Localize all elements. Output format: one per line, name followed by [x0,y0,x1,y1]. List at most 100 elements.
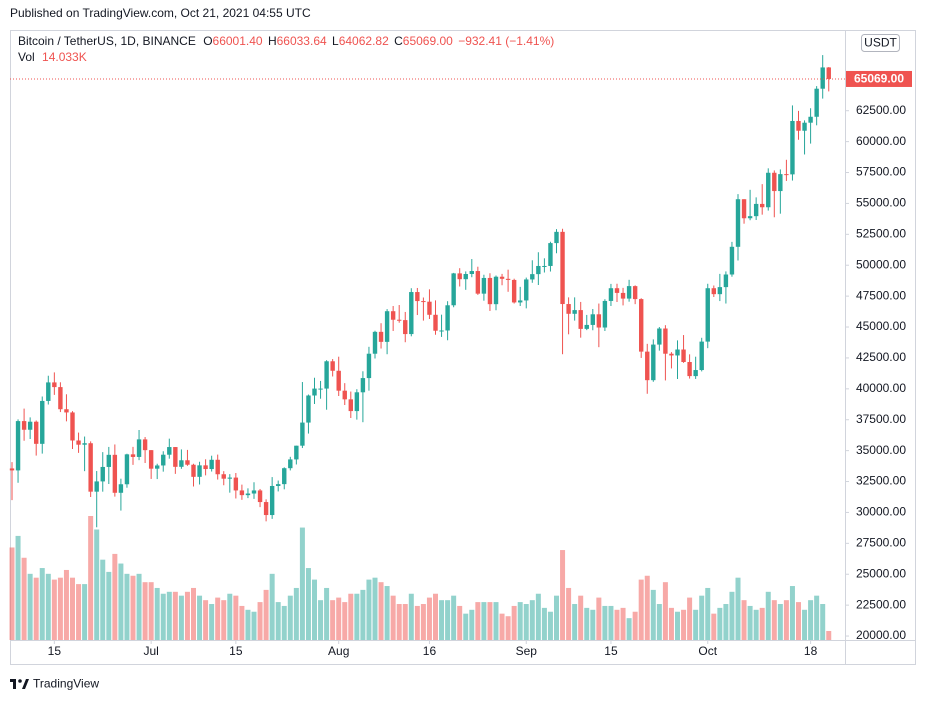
volume-bar [687,597,693,640]
candle-body [318,388,323,390]
y-tick-label: 20000.00 [856,628,906,642]
y-tick-label: 45000.00 [856,319,906,333]
volume-bar [130,575,136,640]
candle-body [548,243,553,266]
candle-body [294,445,299,460]
volume-bar [402,604,408,640]
volume-bar [535,593,541,640]
logo [10,679,29,689]
volume-bar [9,547,15,640]
volume-bar [396,604,402,640]
candle-body [88,443,93,492]
candle-body [34,421,39,444]
candle-body [620,292,626,299]
volume-bar [275,602,281,640]
candle-body [21,421,27,430]
candle-body [390,311,396,320]
volume-bar [626,618,632,640]
candle-body [239,490,245,496]
volume-bar [596,597,602,640]
volume-bar [426,597,432,640]
candle-body [330,361,335,371]
volume-bar [681,609,687,640]
candle-body [493,276,499,305]
candle-body [342,390,347,400]
volume-bar [227,593,233,640]
volume-bar [88,516,94,640]
candle-body [233,477,239,491]
volume-bar [608,605,614,640]
volume-bar [372,577,378,640]
candle-body [796,120,801,131]
volume-bar [27,573,33,640]
volume-bar [420,604,426,640]
ohlc-value: 64062.82 [339,34,389,48]
volume-bar [547,611,553,640]
candle-body [58,387,63,410]
volume-bar [360,589,366,640]
volume-bar [281,605,287,640]
volume-bar [693,609,699,640]
volume-bar [154,587,160,640]
candle-body [215,459,220,475]
candle-body [27,421,33,430]
volume-bar [390,595,396,640]
volume-bar [650,589,656,640]
volume-bar [439,600,445,640]
volume-bar [94,529,100,640]
volume-bar [348,593,354,640]
candle-body [46,382,51,401]
candle-body [651,344,656,381]
volume-bar [263,589,269,640]
symbol: Bitcoin / TetherUS, 1D, BINANCE [18,34,196,48]
ohlc-value: 66001.40 [213,34,263,48]
candle-body [590,314,595,325]
y-tick-label: 32500.00 [856,474,906,488]
candle-body [596,314,602,328]
candle-body [167,447,172,455]
candle-body [778,174,783,192]
volume-bar [638,579,644,640]
y-tick-label: 62500.00 [856,103,906,117]
currency[interactable]: USDT [864,36,897,50]
volume-bar [717,607,723,640]
volume-bar [796,602,801,640]
volume-bar [820,604,826,640]
volume-bar [57,577,63,640]
volume-bar [487,602,493,640]
volume-bar [354,593,360,640]
y-tick-label: 37500.00 [856,412,906,426]
x-tick-label: 16 [423,644,437,658]
candle-body [76,440,81,445]
volume-bar [759,607,765,640]
candle-body [106,454,111,467]
candle-body [221,474,226,479]
volume-bar [312,579,317,640]
y-tick-label: 40000.00 [856,381,906,395]
y-tick-label: 60000.00 [856,134,906,148]
last-price-box [846,70,912,87]
volume-bar [656,604,662,640]
volume-bar [566,587,572,640]
chart-frame [10,30,916,665]
volume-bar [433,593,438,640]
plot-area [9,55,845,640]
volume-bar [293,587,299,640]
volume-bar [789,586,795,640]
candle-body [729,246,735,275]
candle-body [675,349,680,356]
candle-body [469,271,474,274]
volume-legend: Vol 14.033K [18,50,87,64]
currency-box[interactable] [861,34,900,52]
volume-bar [735,577,741,640]
candle-body [602,300,608,328]
y-tick-label: 35000.00 [856,443,906,457]
y-tick-label: 57500.00 [856,165,906,179]
candle-body [530,274,535,280]
volume-bar [100,559,106,640]
candle-body [626,286,632,299]
volume-bar [21,557,27,640]
candle-body [64,409,69,413]
candle-body [741,199,747,219]
candle-body [784,174,789,176]
